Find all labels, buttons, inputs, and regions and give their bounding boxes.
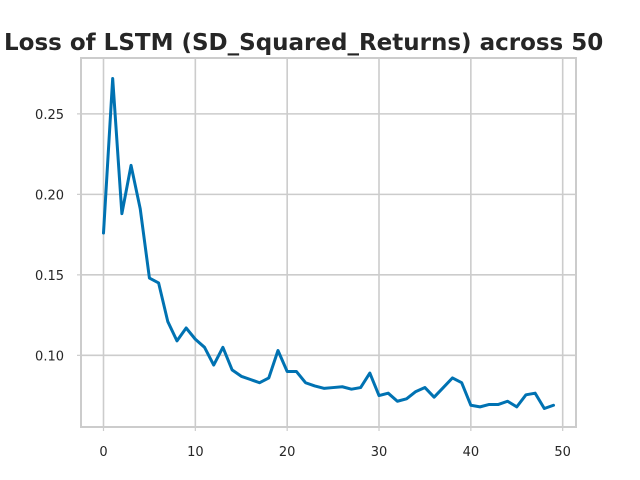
y-tick-label: 0.10 [35, 349, 64, 364]
y-tick-label: 0.15 [35, 269, 64, 284]
x-tick-label: 50 [554, 445, 571, 460]
x-gridlines [102, 58, 564, 427]
y-tick-label: 0.25 [35, 108, 64, 123]
x-tick-label: 20 [279, 445, 296, 460]
x-tick-label: 10 [187, 445, 204, 460]
x-tick-label: 30 [371, 445, 388, 460]
series-line [102, 76, 555, 410]
x-tick-labels: 0 10 20 30 40 50 [99, 445, 571, 460]
tick-marks [77, 113, 564, 431]
y-tick-labels: 0.10 0.15 0.20 0.25 [35, 108, 64, 364]
y-gridlines [81, 113, 576, 357]
chart-title: Loss of LSTM (SD_Squared_Returns) across… [4, 30, 603, 56]
y-tick-label: 0.20 [35, 188, 64, 203]
plot-frame [80, 57, 577, 428]
x-tick-label: 40 [463, 445, 480, 460]
x-tick-label: 0 [99, 445, 107, 460]
series-layer [102, 76, 555, 410]
